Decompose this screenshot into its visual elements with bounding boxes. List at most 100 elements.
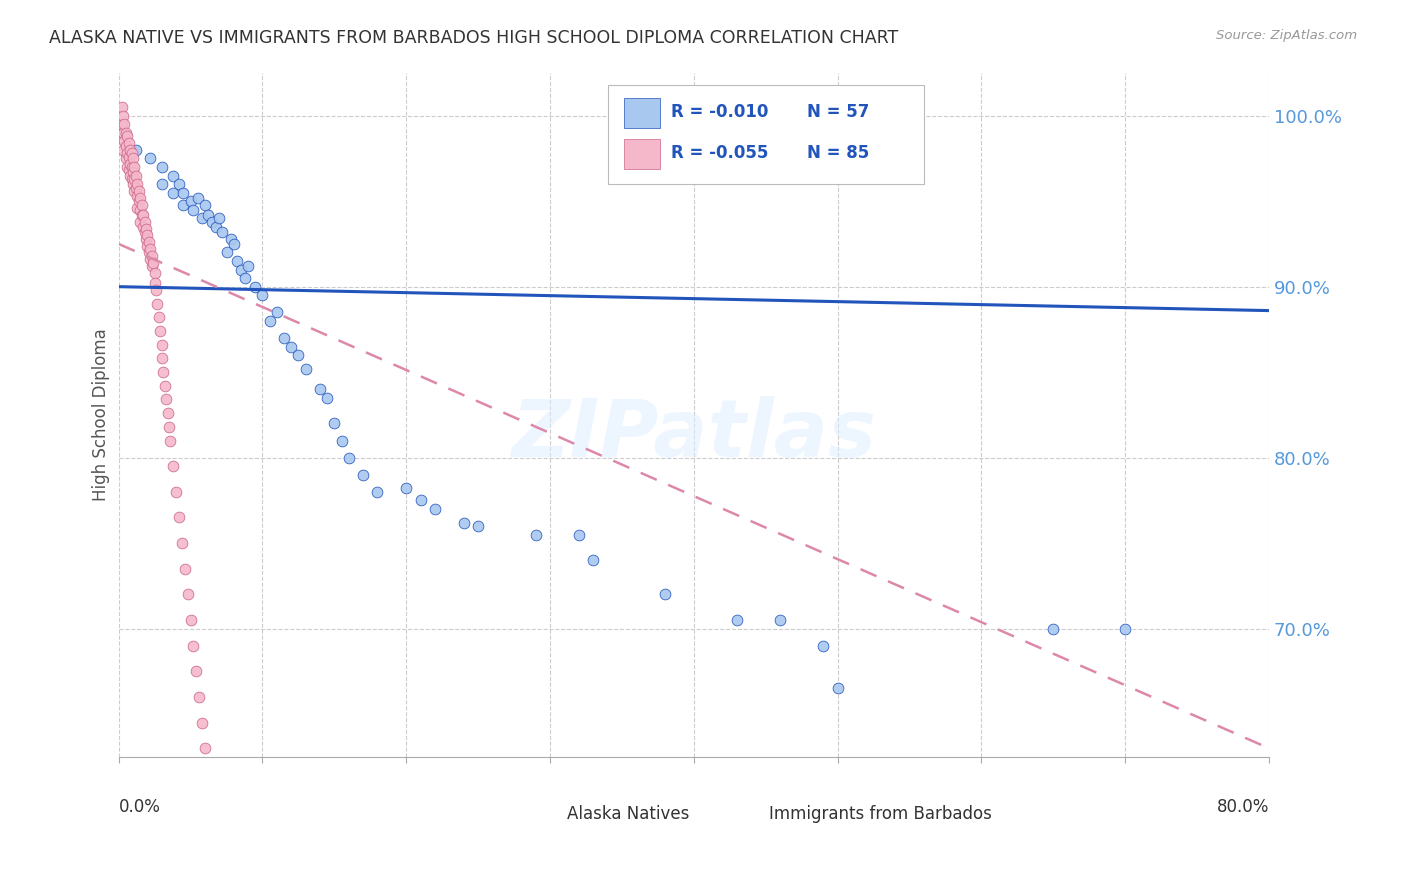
Point [124, 160, 146, 174]
Text: 0.0%: 0.0% [118, 797, 160, 816]
Point [148, 310, 170, 325]
Point [118, 150, 141, 164]
Point [211, 225, 233, 239]
Point [132, 219, 155, 234]
Point [134, 215, 156, 229]
Point [139, 252, 162, 267]
Point [131, 208, 153, 222]
Point [273, 331, 295, 345]
Point [654, 587, 676, 601]
Point [827, 681, 849, 696]
Point [121, 160, 143, 174]
Point [219, 232, 242, 246]
FancyBboxPatch shape [624, 98, 661, 128]
Point [142, 256, 165, 270]
Point [112, 134, 135, 148]
Point [127, 177, 149, 191]
Point [150, 351, 173, 366]
Point [170, 536, 193, 550]
Point [180, 613, 202, 627]
Point [197, 208, 219, 222]
Text: Alaska Natives: Alaska Natives [567, 805, 689, 823]
Point [229, 262, 252, 277]
Point [266, 305, 288, 319]
Point [337, 450, 360, 465]
Point [122, 165, 145, 179]
Point [118, 136, 141, 150]
Point [124, 172, 146, 186]
Point [423, 502, 446, 516]
Point [236, 259, 259, 273]
Point [134, 225, 156, 239]
Point [156, 406, 179, 420]
Text: ALASKA NATIVE VS IMMIGRANTS FROM BARBADOS HIGH SCHOOL DIPLOMA CORRELATION CHART: ALASKA NATIVE VS IMMIGRANTS FROM BARBADO… [49, 29, 898, 46]
Point [215, 245, 238, 260]
Point [1042, 622, 1064, 636]
Point [131, 197, 153, 211]
Point [769, 613, 792, 627]
Point [194, 741, 217, 756]
FancyBboxPatch shape [624, 139, 661, 169]
Point [139, 152, 162, 166]
Point [132, 208, 155, 222]
Point [121, 172, 143, 186]
Text: Immigrants from Barbados: Immigrants from Barbados [769, 805, 991, 823]
Point [143, 266, 166, 280]
Point [111, 109, 134, 123]
Point [121, 146, 143, 161]
Text: N = 57: N = 57 [807, 103, 869, 121]
Point [110, 100, 132, 114]
Point [122, 177, 145, 191]
Point [135, 232, 157, 246]
Point [117, 160, 139, 174]
Point [205, 818, 228, 832]
Point [811, 639, 834, 653]
Point [141, 259, 163, 273]
Point [120, 143, 142, 157]
Point [115, 126, 138, 140]
Point [176, 587, 198, 601]
FancyBboxPatch shape [607, 85, 924, 184]
Point [172, 197, 194, 211]
Point [187, 191, 209, 205]
Point [186, 665, 208, 679]
Point [112, 117, 135, 131]
Point [145, 283, 167, 297]
Point [172, 186, 194, 200]
Point [125, 143, 148, 157]
Point [149, 324, 172, 338]
Point [120, 169, 142, 183]
Point [141, 249, 163, 263]
Point [173, 562, 195, 576]
Point [135, 221, 157, 235]
Point [222, 236, 245, 251]
Point [287, 348, 309, 362]
Point [208, 211, 231, 226]
Point [162, 186, 184, 200]
Point [124, 184, 146, 198]
FancyBboxPatch shape [727, 802, 759, 828]
Point [159, 434, 181, 448]
Point [524, 527, 547, 541]
Point [208, 844, 231, 858]
Point [139, 242, 162, 256]
Point [110, 117, 132, 131]
Point [180, 194, 202, 209]
Point [120, 156, 142, 170]
Point [138, 245, 160, 260]
Point [122, 152, 145, 166]
Point [183, 639, 205, 653]
Point [162, 169, 184, 183]
Point [150, 177, 173, 191]
Point [155, 392, 177, 407]
Point [280, 339, 302, 353]
Point [118, 163, 141, 178]
Point [153, 379, 176, 393]
Text: R = -0.010: R = -0.010 [671, 103, 768, 121]
Point [111, 126, 134, 140]
Point [167, 177, 190, 191]
Point [115, 139, 138, 153]
Point [167, 510, 190, 524]
Point [129, 215, 152, 229]
Point [117, 146, 139, 161]
